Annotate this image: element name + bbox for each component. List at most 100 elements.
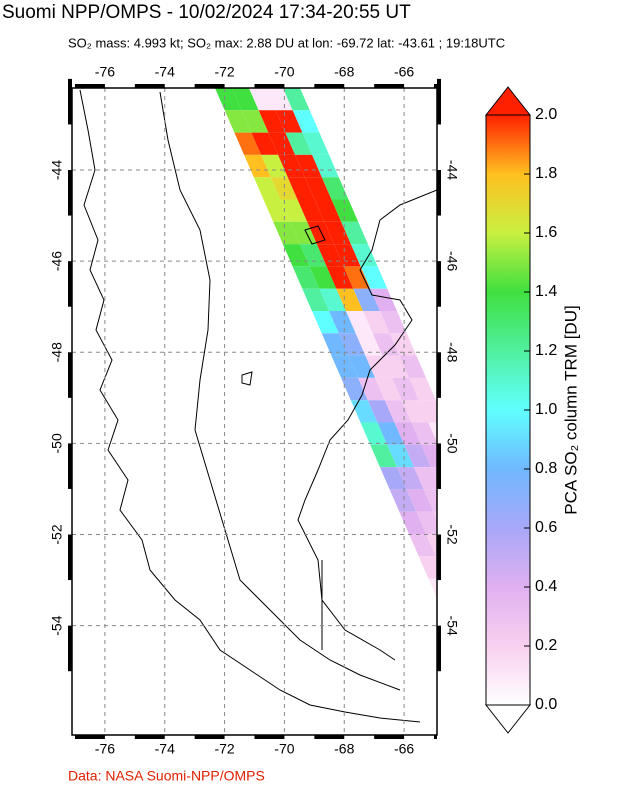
frame-bar — [437, 625, 441, 672]
swath-cell — [377, 422, 405, 445]
swath-cell — [324, 221, 351, 245]
swath-cell — [365, 355, 393, 378]
y-tick-label-left: -46 — [49, 251, 65, 271]
swath-cell — [353, 288, 381, 311]
colorbar-tick-label: 1.6 — [535, 224, 557, 241]
swath-cell — [396, 467, 424, 490]
frame-bar — [434, 84, 437, 88]
swath-cell — [273, 221, 300, 245]
swath-cell — [268, 132, 296, 155]
x-tick-label-top: -76 — [95, 64, 115, 80]
frame-bar — [254, 84, 285, 88]
swath-cell — [280, 199, 308, 222]
frame-bar — [374, 735, 405, 739]
swath-cell — [389, 489, 417, 512]
x-tick-label-top: -70 — [274, 64, 294, 80]
swath-cell — [448, 467, 475, 489]
swath-cell — [360, 422, 388, 445]
swath-cell — [266, 88, 293, 111]
y-tick-label-left: -54 — [49, 615, 65, 635]
frame-bar — [194, 84, 225, 88]
lake — [304, 225, 326, 245]
swath-cell — [287, 177, 315, 200]
swath-cell — [275, 110, 303, 133]
swath-cell — [367, 400, 395, 423]
map-frame — [71, 87, 438, 736]
swath-cell — [263, 199, 291, 222]
swath-cell — [299, 244, 327, 267]
frame-bar — [254, 735, 285, 739]
swath-cell — [401, 400, 429, 423]
swath-cell — [331, 199, 359, 222]
swath-cell — [321, 177, 349, 200]
swath-cell — [379, 467, 407, 490]
frame-bar — [314, 84, 345, 88]
frame-bar — [68, 78, 72, 125]
colorbar-tick-label: 0.2 — [535, 637, 557, 654]
frame-bar — [134, 84, 165, 88]
frame-bar — [68, 352, 72, 398]
swath-cell — [409, 377, 436, 401]
colorbar-tick-label: 0.8 — [535, 460, 557, 477]
swath-cell — [406, 489, 434, 512]
swath-cell — [329, 311, 356, 334]
swath-cell — [445, 579, 472, 601]
swath-cell — [336, 288, 364, 311]
swath-cell — [302, 132, 330, 155]
frame-bar — [314, 735, 345, 739]
swath-cell — [253, 177, 281, 200]
swath-cell — [234, 132, 262, 155]
lake — [241, 371, 253, 386]
colorbar-tick-label: 1.4 — [535, 283, 557, 300]
swath-cell — [251, 132, 279, 155]
swath-cell — [338, 333, 366, 356]
frame-bar — [437, 352, 441, 398]
frame-bar — [374, 84, 405, 88]
x-tick-label-bottom: -74 — [155, 741, 175, 757]
swath-cell — [312, 154, 339, 178]
colorbar-tick-label: 1.8 — [535, 165, 557, 182]
swath-cell — [413, 467, 437, 490]
swath-cell — [389, 333, 417, 356]
x-tick-label-top: -72 — [214, 64, 234, 80]
x-tick-label-bottom: -68 — [334, 741, 354, 757]
frame-bar — [68, 170, 72, 216]
frame-bar — [74, 735, 105, 739]
swath-cell — [421, 444, 437, 468]
swath-cell — [462, 579, 489, 601]
frame-bar — [194, 735, 225, 739]
swath-cell — [392, 377, 419, 401]
colorbar-tick-label: 2.0 — [535, 106, 557, 123]
swath-cell — [326, 266, 354, 289]
swath-cell — [341, 377, 368, 401]
swath-cell — [360, 266, 388, 289]
swath-cell — [416, 511, 437, 534]
frame-bar — [68, 443, 72, 489]
colorbar-tick-label: 0.4 — [535, 578, 557, 595]
coastlines — [79, 89, 437, 723]
swath-cell — [343, 266, 371, 289]
frame-bar — [434, 735, 437, 739]
swath-cell — [244, 154, 271, 178]
x-tick-label-bottom: -66 — [394, 741, 414, 757]
swath-cell — [384, 400, 412, 423]
swath-cell — [258, 110, 286, 133]
swath-cell — [270, 177, 298, 200]
swath-cell — [285, 132, 313, 155]
swath-cell — [423, 489, 437, 512]
swath-cell — [458, 489, 485, 511]
swath-cell — [261, 154, 288, 178]
swath-cell — [355, 333, 383, 356]
swath-cell — [428, 422, 437, 443]
swath-cell — [370, 444, 397, 468]
swath-cell — [215, 88, 242, 111]
swath-cell — [453, 556, 480, 578]
swath-cell — [428, 578, 437, 599]
swath-cell — [297, 199, 325, 222]
x-tick-label-top: -66 — [394, 64, 414, 80]
y-tick-label-right: -44 — [444, 160, 460, 180]
swath-cell — [358, 377, 385, 401]
subtitle: SO₂ mass: 4.993 kt; SO₂ max: 2.88 DU at … — [68, 35, 505, 50]
swath-cell — [404, 444, 431, 468]
